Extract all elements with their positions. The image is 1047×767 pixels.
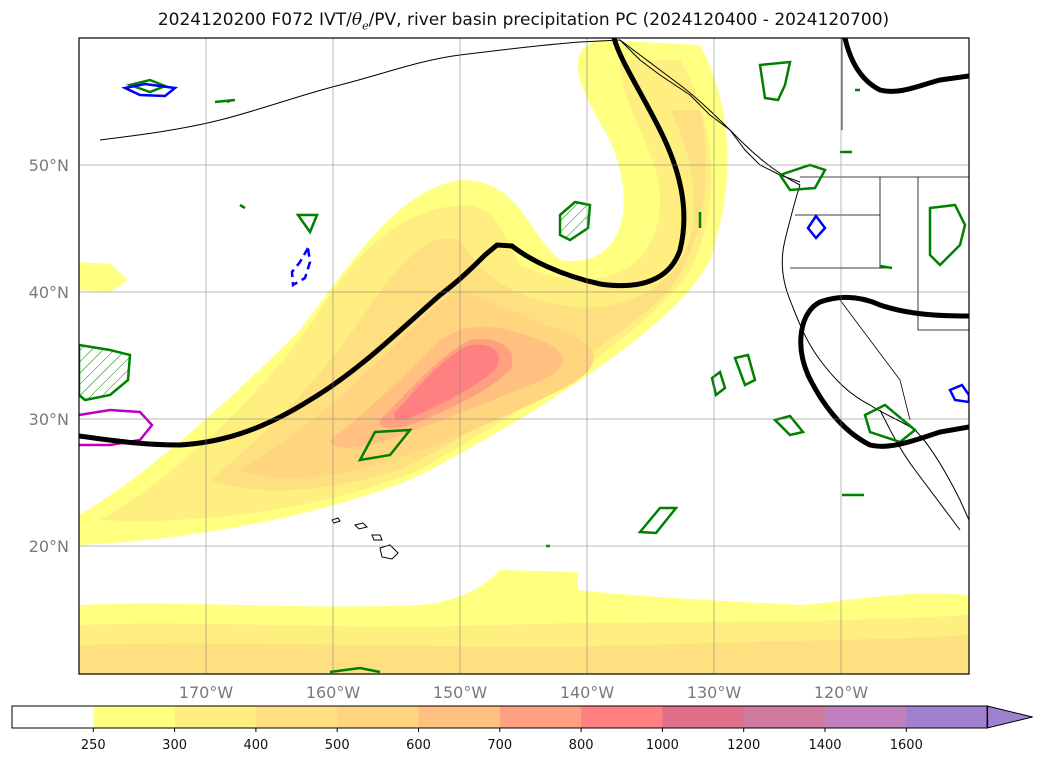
lat-label-30n: 30°N: [29, 410, 69, 429]
lon-labels: 170°W 160°W 150°W 140°W 130°W 120°W: [179, 683, 869, 702]
colorbar-tick-label: 300: [162, 738, 187, 753]
pv-green-contour-5: [758, 60, 792, 102]
pv-green-contour-7: [928, 203, 967, 267]
theta-e-line-east-2: [798, 295, 969, 449]
baja-coastline: [879, 409, 961, 531]
ivt-filled-contours: [79, 40, 969, 674]
figure-title: 2024120200 F072 IVT/θe/PV, river basin p…: [0, 10, 1047, 32]
lat-label-40n: 40°N: [29, 283, 69, 302]
colorbar-swatch: [499, 706, 582, 728]
colorbar-swatch: [662, 706, 745, 728]
colorbar: 250 300 400 500 600 700 800 1000 1200 1400 1600: [11, 705, 1033, 753]
pv-blue-dashed-contour: [290, 244, 312, 288]
colorbar-tick-label: 500: [325, 738, 350, 753]
pv-blue-contour-3: [948, 383, 969, 404]
colorbar-swatch: [174, 706, 257, 728]
pv-blue-contour-1: [121, 82, 179, 98]
hawaii-islands: [331, 517, 399, 560]
colorbar-swatch: [337, 706, 419, 728]
colorbar-extend-arrow: [986, 705, 1033, 729]
colorbar-tick-label: 1600: [890, 738, 923, 753]
colorbar-swatch: [825, 706, 907, 728]
bc-coastline: [619, 39, 801, 183]
colorbar-tick-label: 600: [406, 738, 431, 753]
state-borders: [790, 177, 969, 421]
colorbar-swatch: [743, 706, 826, 728]
colorbar-tick-label: 400: [243, 738, 268, 753]
graticule: [79, 38, 969, 674]
pv-green-contour-9: [772, 414, 806, 437]
theta-e-line-main: [79, 38, 687, 448]
colorbar-swatch: [93, 706, 176, 728]
political-borders: [790, 38, 969, 421]
pv-green-contour-1: [79, 343, 132, 402]
pv-contours: [79, 60, 969, 674]
colorbar-tick-label: 1000: [646, 738, 679, 753]
lon-label-130w: 130°W: [687, 683, 742, 702]
ivt-band-west-250: [79, 262, 128, 292]
colorbar-swatch: [418, 706, 501, 728]
title-theta: θ: [351, 10, 363, 30]
coastlines: [99, 39, 969, 560]
map-plot-area: [79, 38, 969, 674]
title-prefix: 2024120200 F072 IVT/: [157, 10, 352, 30]
pv-green-contour-2: [357, 428, 413, 462]
colorbar-swatch: [581, 706, 663, 728]
pv-blue-contour-2: [806, 213, 827, 240]
lon-label-150w: 150°W: [433, 683, 488, 702]
colorbar-swatch: [906, 706, 989, 728]
lat-label-20n: 20°N: [29, 537, 69, 556]
map-frame: [78, 37, 970, 675]
us-west-coastline: [781, 184, 969, 521]
theta-e-line-east-1: [842, 38, 969, 94]
lon-label-120w: 120°W: [814, 683, 869, 702]
theta-e-contours: [79, 38, 969, 449]
pv-green-contour-12: [295, 213, 319, 235]
lat-labels: 50°N 40°N 30°N 20°N: [29, 156, 69, 556]
lon-label-140w: 140°W: [560, 683, 615, 702]
colorbar-tick-label: 700: [487, 738, 512, 753]
pv-green-contour-3: [558, 200, 592, 242]
colorbar-swatch: [255, 706, 338, 728]
pv-magenta-contour: [79, 408, 154, 447]
ivt-contour-800: [394, 344, 499, 420]
lat-label-50n: 50°N: [29, 156, 69, 175]
pv-green-contour-4: [637, 506, 679, 535]
colorbar-tick-label: 250: [81, 738, 106, 753]
pv-green-contour-10: [863, 403, 917, 444]
colorbar-tick-label: 800: [569, 738, 594, 753]
colorbar-tick-label: 1200: [727, 738, 760, 753]
colorbar-tick-label: 1400: [808, 738, 841, 753]
lon-label-170w: 170°W: [179, 683, 234, 702]
colorbar-swatch: [12, 706, 94, 728]
lon-label-160w: 160°W: [306, 683, 361, 702]
pv-green-contour-11: [710, 369, 727, 398]
alaska-coastline: [99, 39, 801, 186]
ivt-band-south-400: [79, 635, 969, 674]
title-theta-sub: e: [362, 19, 369, 33]
pv-green-contour-8: [733, 353, 757, 387]
pv-green-contour-6: [778, 163, 827, 192]
title-suffix: /PV, river basin precipitation PC (20241…: [368, 10, 890, 30]
